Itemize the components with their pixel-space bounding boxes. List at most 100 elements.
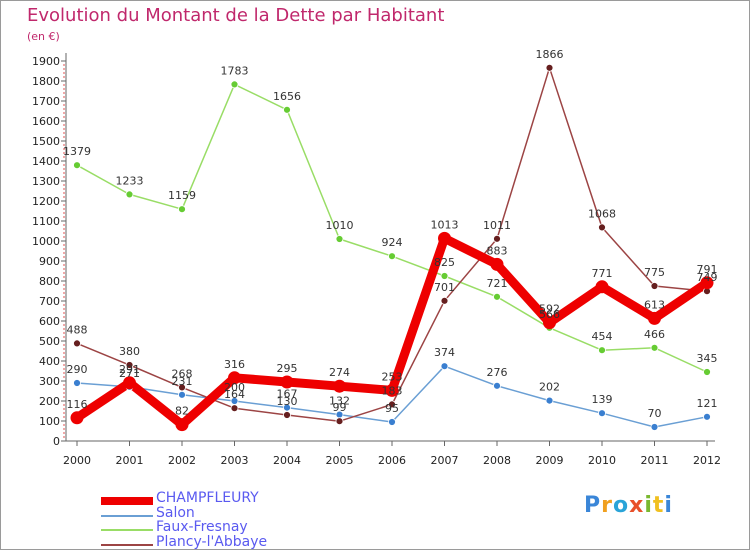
series-points: [70, 63, 714, 432]
data-point-champfleury: [543, 316, 556, 330]
y-tick-label: 700: [39, 295, 60, 308]
data-point-champfleury: [333, 379, 346, 393]
y-tick-label: 1300: [32, 175, 60, 188]
data-point-faux-fresnay: [598, 346, 606, 355]
data-point-plancy-l-abbaye: [335, 417, 344, 426]
data-point-salon: [598, 409, 606, 418]
data-point-plancy-l-abbaye: [440, 296, 449, 305]
data-label-champfleury: 592: [539, 303, 560, 316]
data-point-salon: [650, 423, 659, 431]
legend-label: Plancy-l'Abbaye: [156, 533, 268, 550]
data-label-faux-fresnay: 1159: [168, 189, 196, 202]
y-tick-label: 100: [39, 415, 60, 428]
data-label-faux-fresnay: 721: [487, 277, 508, 290]
data-point-champfleury: [175, 418, 189, 432]
x-tick-label: 2006: [378, 454, 406, 467]
data-point-champfleury: [700, 276, 714, 290]
x-tick-label: 2003: [221, 454, 249, 467]
data-point-champfleury: [595, 280, 609, 294]
data-label-plancy-l-abbaye: 1866: [536, 48, 564, 61]
x-tick-label: 2011: [641, 454, 669, 467]
data-label-faux-fresnay: 466: [644, 328, 665, 341]
logo-letter: i: [644, 493, 653, 518]
data-label-salon: 121: [697, 397, 718, 410]
data-label-faux-fresnay: 1783: [221, 64, 249, 77]
data-label-salon: 374: [434, 346, 455, 359]
data-label-salon: 132: [329, 395, 350, 408]
data-point-faux-fresnay: [388, 252, 396, 261]
y-tick-label: 300: [39, 375, 60, 388]
data-label-plancy-l-abbaye: 1011: [483, 219, 511, 232]
data-label-plancy-l-abbaye: 99: [333, 401, 347, 414]
series-line-faux-fresnay: [76, 83, 708, 373]
data-point-champfleury: [123, 376, 136, 390]
data-label-plancy-l-abbaye: 380: [119, 345, 140, 358]
y-tick-label: 0: [53, 435, 60, 448]
legend-swatch: [101, 529, 153, 531]
data-label-plancy-l-abbaye: 183: [382, 384, 403, 397]
data-point-champfleury: [280, 375, 294, 389]
data-label-faux-fresnay: 1656: [273, 90, 301, 103]
data-label-plancy-l-abbaye: 701: [434, 281, 455, 294]
y-tick-label: 1600: [32, 115, 60, 128]
data-label-salon: 200: [224, 381, 245, 394]
data-label-champfleury: 295: [277, 362, 298, 375]
logo-letter: r: [601, 493, 613, 518]
data-label-faux-fresnay: 924: [382, 236, 403, 249]
x-tick-label: 2008: [483, 454, 511, 467]
data-label-salon: 271: [119, 367, 140, 380]
data-point-faux-fresnay: [125, 190, 134, 199]
data-point-faux-fresnay: [703, 368, 711, 376]
chart-subtitle: (en €): [27, 30, 60, 43]
x-tick-label: 2004: [273, 454, 301, 467]
y-tick-label: 500: [39, 335, 60, 348]
data-point-plancy-l-abbaye: [388, 400, 396, 409]
data-label-plancy-l-abbaye: 130: [277, 395, 298, 408]
x-tick-label: 2007: [431, 454, 459, 467]
chart-title: Evolution du Montant de la Dette par Hab…: [27, 5, 445, 26]
data-point-faux-fresnay: [440, 272, 449, 280]
data-point-plancy-l-abbaye: [230, 404, 239, 413]
legend-label: CHAMPFLEURY: [156, 490, 259, 506]
data-point-salon: [388, 418, 396, 426]
legend-swatch: [101, 543, 153, 546]
y-tick-label: 900: [39, 255, 60, 268]
data-label-plancy-l-abbaye: 775: [644, 266, 665, 279]
data-point-faux-fresnay: [650, 343, 659, 352]
data-point-plancy-l-abbaye: [598, 223, 606, 232]
data-labels: 116 291 82 316 295 274 253 1013 883 592 771 613 791 2…: [63, 48, 718, 420]
y-tick-label: 200: [39, 395, 60, 408]
logo-letter: i: [664, 493, 673, 518]
logo-letter: P: [584, 493, 602, 518]
data-label-champfleury: 883: [487, 244, 508, 257]
y-tick-label: 1700: [32, 95, 60, 108]
logo-letter: x: [629, 493, 645, 518]
x-tick-label: 2000: [63, 454, 91, 467]
data-label-plancy-l-abbaye: 749: [697, 271, 718, 284]
y-tick-label: 1800: [32, 75, 60, 88]
x-tick-label: 2010: [588, 454, 616, 467]
y-tick-label: 1000: [32, 235, 60, 248]
data-label-salon: 139: [592, 393, 613, 406]
data-label-plancy-l-abbaye: 1068: [588, 207, 616, 220]
data-point-salon: [73, 379, 81, 387]
y-tick-label: 1900: [32, 55, 60, 68]
data-label-champfleury: 274: [329, 366, 350, 379]
logo-letter: t: [652, 493, 665, 518]
legend-swatch: [101, 497, 153, 505]
data-label-champfleury: 771: [592, 267, 613, 280]
data-label-faux-fresnay: 345: [697, 352, 718, 365]
data-label-faux-fresnay: 454: [592, 330, 613, 343]
x-tick-label: 2005: [326, 454, 354, 467]
data-point-faux-fresnay: [73, 161, 81, 170]
x-tick-label: 2012: [693, 454, 721, 467]
y-tick-label: 400: [39, 355, 60, 368]
x-tick-label: 2002: [168, 454, 196, 467]
data-point-plancy-l-abbaye: [283, 411, 291, 419]
data-label-salon: 95: [385, 402, 399, 415]
data-label-faux-fresnay: 1010: [326, 219, 354, 232]
legend-swatch: [101, 514, 153, 517]
data-point-champfleury: [438, 231, 451, 245]
data-label-champfleury: 82: [175, 405, 189, 418]
